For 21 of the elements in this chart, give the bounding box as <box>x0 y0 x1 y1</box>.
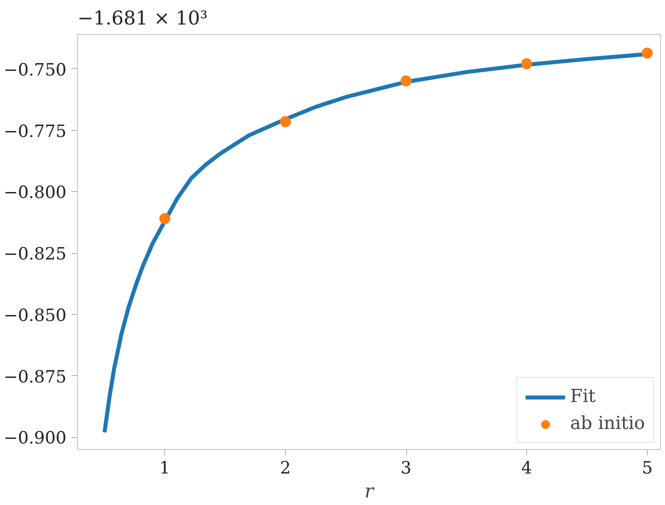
x-tick-label: 4 <box>521 458 532 478</box>
point <box>280 116 291 128</box>
x-tick-label: 3 <box>400 458 412 478</box>
x-tick-label: 1 <box>159 458 170 478</box>
y-tick-label: −0.900 <box>4 428 67 449</box>
y-tick-label: −0.825 <box>4 244 67 265</box>
y-tick-label: −0.850 <box>4 306 67 326</box>
y-tick-label: −0.775 <box>4 122 67 142</box>
point <box>521 58 532 70</box>
point <box>642 48 653 59</box>
y-tick-label: −0.800 <box>4 183 67 204</box>
text: −1.681 × 10³ <box>78 8 208 30</box>
x-axis-title: r <box>364 480 376 502</box>
point <box>400 75 412 86</box>
y-tick-label: −0.875 <box>4 367 67 388</box>
x-tick-label: 5 <box>642 458 653 478</box>
legend-label: ab initio <box>570 413 645 434</box>
point <box>159 213 170 224</box>
x-tick-label: 2 <box>280 458 291 478</box>
y-tick-label: −0.750 <box>4 60 67 80</box>
legend-label: Fit <box>570 386 596 407</box>
